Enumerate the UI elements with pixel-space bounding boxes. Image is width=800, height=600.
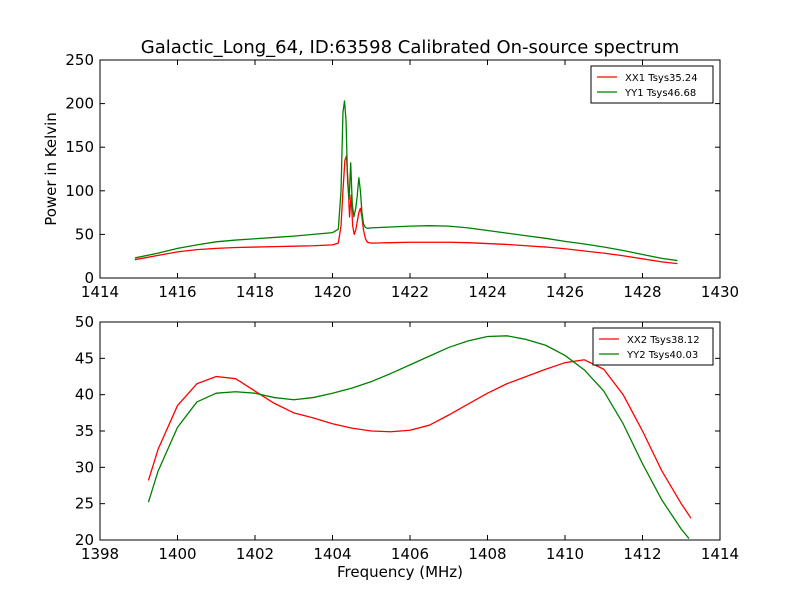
x-tick-label: 1398 [81,545,119,563]
x-tick-label: 1418 [236,283,274,301]
x-tick-label: 1430 [701,283,739,301]
y-tick-label: 35 [75,422,94,440]
top-spectrum-panel: 1414 1416 1418 1420 1422 1424 1426 1428 1430 0 50 1… [42,51,739,301]
y-tick-label: 200 [65,95,94,113]
x-tick-label: 1414 [81,283,119,301]
y-tick-label: 50 [75,313,94,331]
legend: XX1 Tsys35.24 YY1 Tsys46.68 [590,65,714,104]
series-line-yy1 [134,100,678,262]
x-tick-label: 1400 [158,545,196,563]
legend-label: XX2 Tsys38.12 [627,335,700,346]
legend-label: XX1 Tsys35.24 [625,73,698,84]
x-tick-label: 1412 [623,545,661,563]
x-tick-label: 1428 [623,283,661,301]
x-tick-label: 1410 [546,545,584,563]
bottom-spectrum-panel: 1398 1400 1402 1404 1406 1408 1410 1412 1414 20 25… [75,313,739,581]
y-tick-label: 50 [75,225,94,243]
y-tick-label: 45 [75,349,94,367]
x-axis-label: Frequency (MHz) [337,563,463,581]
x-tick-label: 1426 [546,283,584,301]
y-tick-label: 30 [75,458,94,476]
y-tick-label: 40 [75,386,94,404]
y-tick-label: 250 [65,51,94,69]
y-tick-label: 25 [75,495,94,513]
x-tick-label: 1404 [313,545,351,563]
legend-box [592,327,714,366]
y-tick-label: 100 [65,182,94,200]
y-tick-label: 0 [84,269,94,287]
legend-box [590,65,714,104]
y-axis-label: Power in Kelvin [42,112,60,226]
x-tick-label: 1420 [313,283,351,301]
legend-label: YY1 Tsys46.68 [624,88,696,99]
x-tick-label: 1406 [391,545,429,563]
legend: XX2 Tsys38.12 YY2 Tsys40.03 [592,327,714,366]
y-tick-label: 20 [75,531,94,549]
x-tick-label: 1424 [468,283,506,301]
legend-label: YY2 Tsys40.03 [626,350,698,361]
x-tick-label: 1416 [158,283,196,301]
series-line-yy2 [147,335,690,539]
y-tick-label: 150 [65,138,94,156]
series-line-xx2 [147,359,692,519]
x-tick-label: 1414 [701,545,739,563]
series-line-xx1 [134,155,678,265]
chart-title: Galactic_Long_64, ID:63598 Calibrated On… [141,37,679,58]
x-tick-label: 1408 [468,545,506,563]
x-tick-label: 1402 [236,545,274,563]
x-tick-label: 1422 [391,283,429,301]
